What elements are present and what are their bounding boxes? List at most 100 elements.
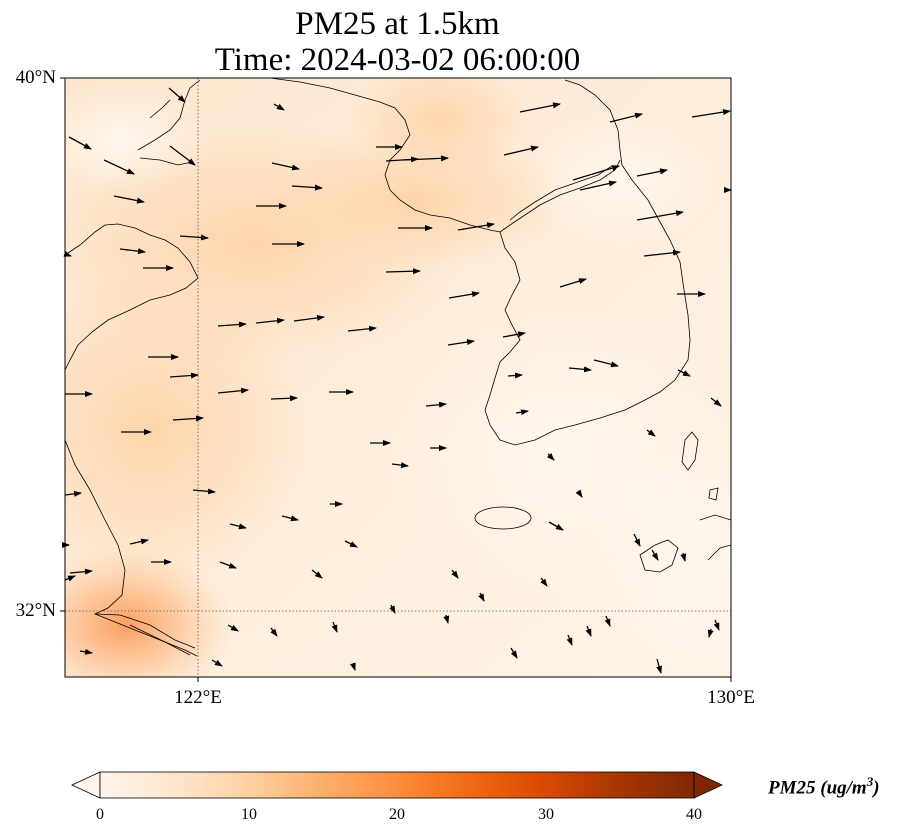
wind-arrow — [566, 634, 573, 646]
coastline-liaodong — [137, 79, 201, 151]
wind-arrow — [129, 538, 149, 545]
wind-arrow — [636, 168, 668, 177]
wind-arrow — [425, 401, 447, 408]
wind-arrow — [179, 234, 209, 241]
wind-arrow — [680, 552, 687, 562]
wind-arrow — [64, 575, 76, 582]
colorbar-tick-40: 40 — [686, 806, 702, 823]
wind-arrow — [391, 462, 409, 469]
wind-arrow — [293, 314, 325, 322]
wind-arrow — [229, 523, 247, 530]
wind-arrow — [677, 369, 691, 377]
wind-arrow — [443, 614, 450, 624]
gridlines — [65, 78, 731, 677]
wind-arrow — [656, 658, 662, 674]
wind-arrow — [546, 452, 555, 461]
wind-arrow — [255, 317, 285, 324]
coastline-jeju — [474, 506, 532, 530]
wind-arrow — [273, 103, 285, 111]
colorbar-gradient — [99, 771, 695, 799]
wind-arrow — [585, 625, 592, 637]
lat-label-40n: 40°N — [15, 67, 56, 88]
wind-arrow — [347, 325, 377, 332]
wind-arrow — [507, 372, 523, 379]
wind-arrow — [113, 195, 145, 204]
wind-arrow — [270, 627, 278, 637]
lat-label-32n: 32°N — [15, 600, 56, 621]
wind-arrow — [691, 109, 731, 118]
wind-arrow — [643, 249, 681, 257]
wind-arrow — [710, 397, 722, 407]
wind-arrow — [169, 372, 199, 379]
wind-arrow — [646, 429, 656, 437]
coastlines — [65, 78, 731, 657]
wind-arrow — [331, 621, 338, 633]
colorbar-tick-20: 20 — [389, 806, 405, 823]
wind-arrow — [579, 180, 617, 191]
wind-arrow — [559, 278, 587, 288]
wind-arrow — [510, 647, 518, 659]
coastline-korea — [499, 159, 621, 233]
colorbar-high-extension — [693, 771, 723, 799]
wind-arrow — [63, 250, 72, 257]
colorbar-tick-30: 30 — [538, 806, 554, 823]
lon-label-122e: 122°E — [174, 687, 222, 708]
wind-arrow — [103, 159, 135, 175]
wind-arrow — [69, 568, 93, 575]
wind-arrow — [502, 331, 526, 338]
wind-arrow — [192, 488, 216, 495]
wind-arrow — [344, 540, 358, 548]
map-frame — [64, 77, 732, 678]
wind-arrow — [633, 533, 641, 547]
wind-arrow — [270, 395, 298, 402]
wind-arrow — [448, 291, 480, 299]
wind-arrow — [211, 659, 223, 667]
map-subtitle-time: Time: 2024-03-02 06:00:00 — [214, 42, 581, 78]
wind-arrow — [447, 339, 475, 346]
map-title: PM25 at 1.5km — [295, 6, 500, 42]
wind-arrow — [651, 549, 659, 561]
wind-arrow — [291, 184, 323, 191]
wind-arrow — [217, 387, 249, 394]
wind-arrow — [478, 592, 485, 602]
wind-arrow — [68, 136, 92, 150]
wind-arrow — [609, 112, 643, 123]
wind-arrow — [568, 366, 592, 373]
wind-arrow — [515, 409, 529, 416]
wind-arrow — [593, 359, 619, 368]
wind-arrow — [540, 577, 548, 587]
colorbar-label: PM25 (ug/m3) — [768, 774, 880, 799]
axis-ticks — [60, 77, 732, 682]
coastline-china — [65, 223, 199, 371]
wind-arrow — [389, 604, 396, 614]
wind-arrow — [385, 268, 421, 275]
wind-arrow — [271, 162, 300, 171]
wind-arrow — [707, 628, 714, 638]
wind-arrow — [519, 102, 561, 113]
colorbar-low-extension — [71, 771, 101, 799]
wind-arrow — [548, 521, 564, 531]
wind-arrow — [403, 155, 449, 162]
colorbar-tick-0: 0 — [96, 806, 104, 823]
wind-arrow — [604, 615, 611, 627]
wind-arrow — [168, 87, 186, 103]
wind-arrow — [169, 145, 196, 166]
wind-arrow — [503, 145, 539, 156]
concentration-field — [65, 78, 731, 677]
lon-label-130e: 130°E — [707, 687, 755, 708]
wind-arrow — [227, 624, 239, 632]
wind-arrow — [713, 619, 720, 631]
wind-vectors — [62, 87, 732, 674]
wind-arrow — [311, 569, 323, 579]
wind-arrow — [79, 648, 93, 655]
wind-arrow — [281, 515, 299, 522]
wind-arrow — [349, 662, 356, 671]
wind-arrow — [64, 490, 82, 497]
wind-arrow — [636, 210, 684, 221]
wind-arrow — [575, 489, 583, 498]
wind-arrow — [572, 165, 620, 181]
wind-arrow — [172, 415, 204, 422]
wind-arrow — [451, 569, 459, 579]
